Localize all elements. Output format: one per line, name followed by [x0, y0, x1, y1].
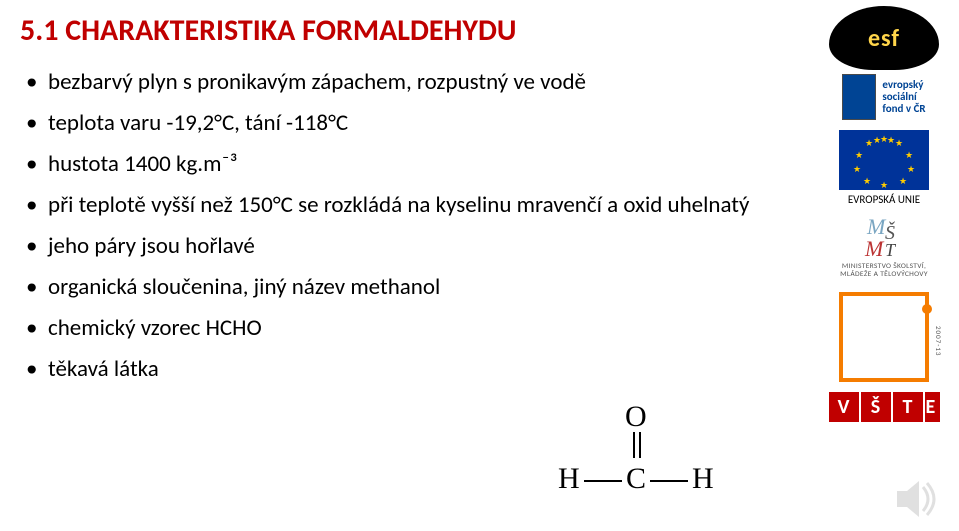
bullet-list: bezbarvý plyn s pronikavým zápachem, roz… — [20, 67, 750, 385]
esf-icon: esf — [829, 6, 939, 70]
double-bond — [631, 432, 643, 458]
esf-text: evropský sociální fond v ČR — [882, 79, 925, 115]
bullet-item: těkavá látka — [26, 354, 750, 385]
atom-carbon: C — [626, 462, 646, 496]
opvk-dot-icon — [922, 304, 932, 314]
bullet-item: jeho páry jsou hořlavé — [26, 231, 750, 262]
bullet-item: teplota varu -19,2°C, tání -118°C — [26, 108, 750, 139]
bullet-item: chemický vzorec HCHO — [26, 313, 750, 344]
bullet-item: při teplotě vyšší než 150°C se rozkládá … — [26, 190, 750, 221]
atom-hydrogen-right: H — [692, 462, 714, 496]
vste-letter: E — [925, 392, 940, 422]
slide-title: 5.1 CHARAKTERISTIKA FORMALDEHYDU — [20, 12, 750, 49]
bullet-item: organická sloučenina, jiný název methano… — [26, 272, 750, 303]
msmt-icon: MŠMT — [859, 214, 909, 260]
esf-person-icon — [842, 74, 876, 120]
chemical-structure: O H C H — [540, 400, 720, 520]
vste-letter: T — [893, 392, 923, 422]
bullet-item: bezbarvý plyn s pronikavým zápachem, roz… — [26, 67, 750, 98]
logo-strip: esf evropský sociální fond v ČR ★ ★ ★ ★ … — [809, 6, 959, 422]
opvk-year: 2007-13 — [934, 326, 943, 356]
bond-right — [650, 480, 688, 482]
msmt-logo: MŠMT MINISTERSTVO ŠKOLSTVÍ, MLÁDEŽE A TĚ… — [814, 210, 954, 284]
bond-left — [584, 480, 622, 482]
vste-letter: Š — [861, 392, 891, 422]
opvk-logo: 2007-13 — [839, 292, 929, 382]
bullet-item: hustota 1400 kg.m⁻³ — [26, 149, 750, 180]
esf-logo: esf evropský sociální fond v ČR — [814, 6, 954, 126]
speaker-icon — [893, 477, 943, 521]
eu-flag-icon: ★ ★ ★ ★ ★ ★ ★ ★ ★ ★ ★ ★ — [839, 130, 929, 190]
atom-oxygen: O — [625, 400, 647, 434]
msmt-text: MINISTERSTVO ŠKOLSTVÍ, MLÁDEŽE A TĚLOVÝC… — [816, 263, 952, 280]
eu-label: EVROPSKÁ UNIE — [814, 193, 954, 206]
vste-logo: V Š T E — [814, 392, 954, 422]
eu-logo: ★ ★ ★ ★ ★ ★ ★ ★ ★ ★ ★ ★ EVROPSKÁ UNIE — [814, 130, 954, 206]
atom-hydrogen-left: H — [558, 462, 580, 496]
vste-letter: V — [829, 392, 859, 422]
